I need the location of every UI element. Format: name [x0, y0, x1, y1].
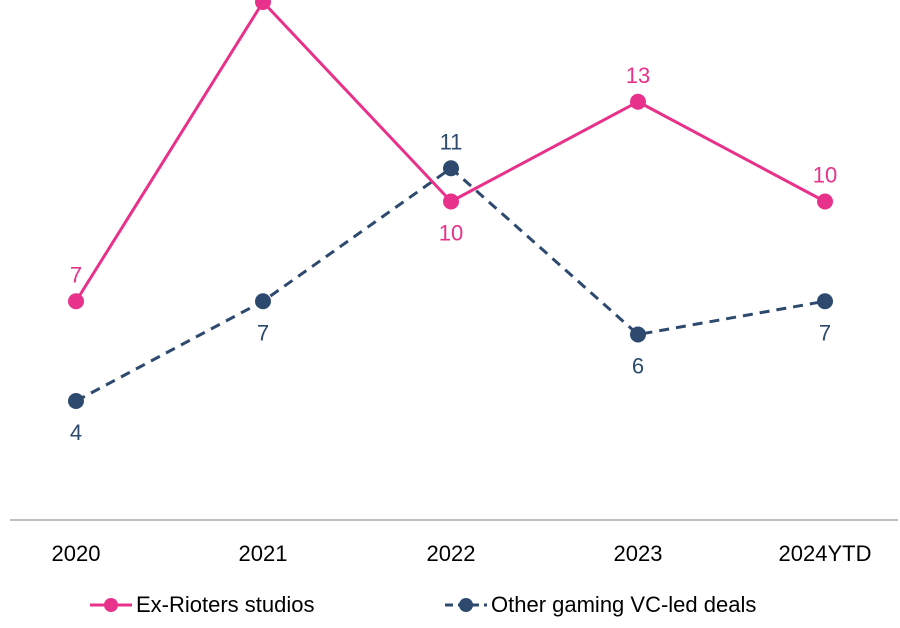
series-2-data-label: 7	[819, 320, 831, 345]
series-1-point	[68, 293, 84, 310]
series-1-point	[817, 193, 833, 210]
series-2-data-label: 6	[632, 354, 644, 379]
x-tick-label: 2023	[614, 541, 663, 566]
series-2-point	[255, 293, 271, 310]
series-2: 4 7 11 6 7	[68, 129, 833, 445]
series-1-data-label: 13	[626, 63, 650, 88]
legend-swatch-marker	[459, 598, 473, 612]
series-1-point	[630, 93, 646, 110]
series-2-point	[68, 393, 84, 409]
series-1-point	[255, 0, 271, 10]
series-2-point	[630, 326, 646, 343]
x-tick-labels: 2020 2021 2022 2023 2024YTD	[52, 541, 872, 566]
legend-item-1: Ex-Rioters studios	[90, 592, 315, 617]
series-1-data-label: 10	[813, 163, 837, 188]
series-2-data-label: 11	[440, 129, 463, 154]
legend-label: Ex-Rioters studios	[136, 592, 315, 617]
series-2-point	[443, 160, 459, 177]
legend-label: Other gaming VC-led deals	[491, 592, 756, 617]
legend: Ex-Rioters studios Other gaming VC-led de…	[90, 592, 756, 617]
x-tick-label: 2020	[52, 541, 101, 566]
legend-item-2: Other gaming VC-led deals	[445, 592, 756, 617]
series-2-point	[817, 293, 833, 310]
series-2-data-label: 4	[70, 420, 82, 445]
series-1-data-label: 10	[439, 221, 463, 246]
legend-swatch-marker	[104, 598, 118, 612]
x-tick-label: 2024YTD	[779, 541, 872, 566]
series-2-data-label: 7	[257, 320, 269, 345]
series-1-data-label: 7	[70, 262, 82, 287]
series-1: 716101310	[68, 0, 837, 310]
series-layer: 471167716101310	[68, 0, 837, 445]
x-tick-label: 2021	[239, 541, 288, 566]
series-1-point	[443, 193, 459, 210]
x-tick-label: 2022	[427, 541, 476, 566]
